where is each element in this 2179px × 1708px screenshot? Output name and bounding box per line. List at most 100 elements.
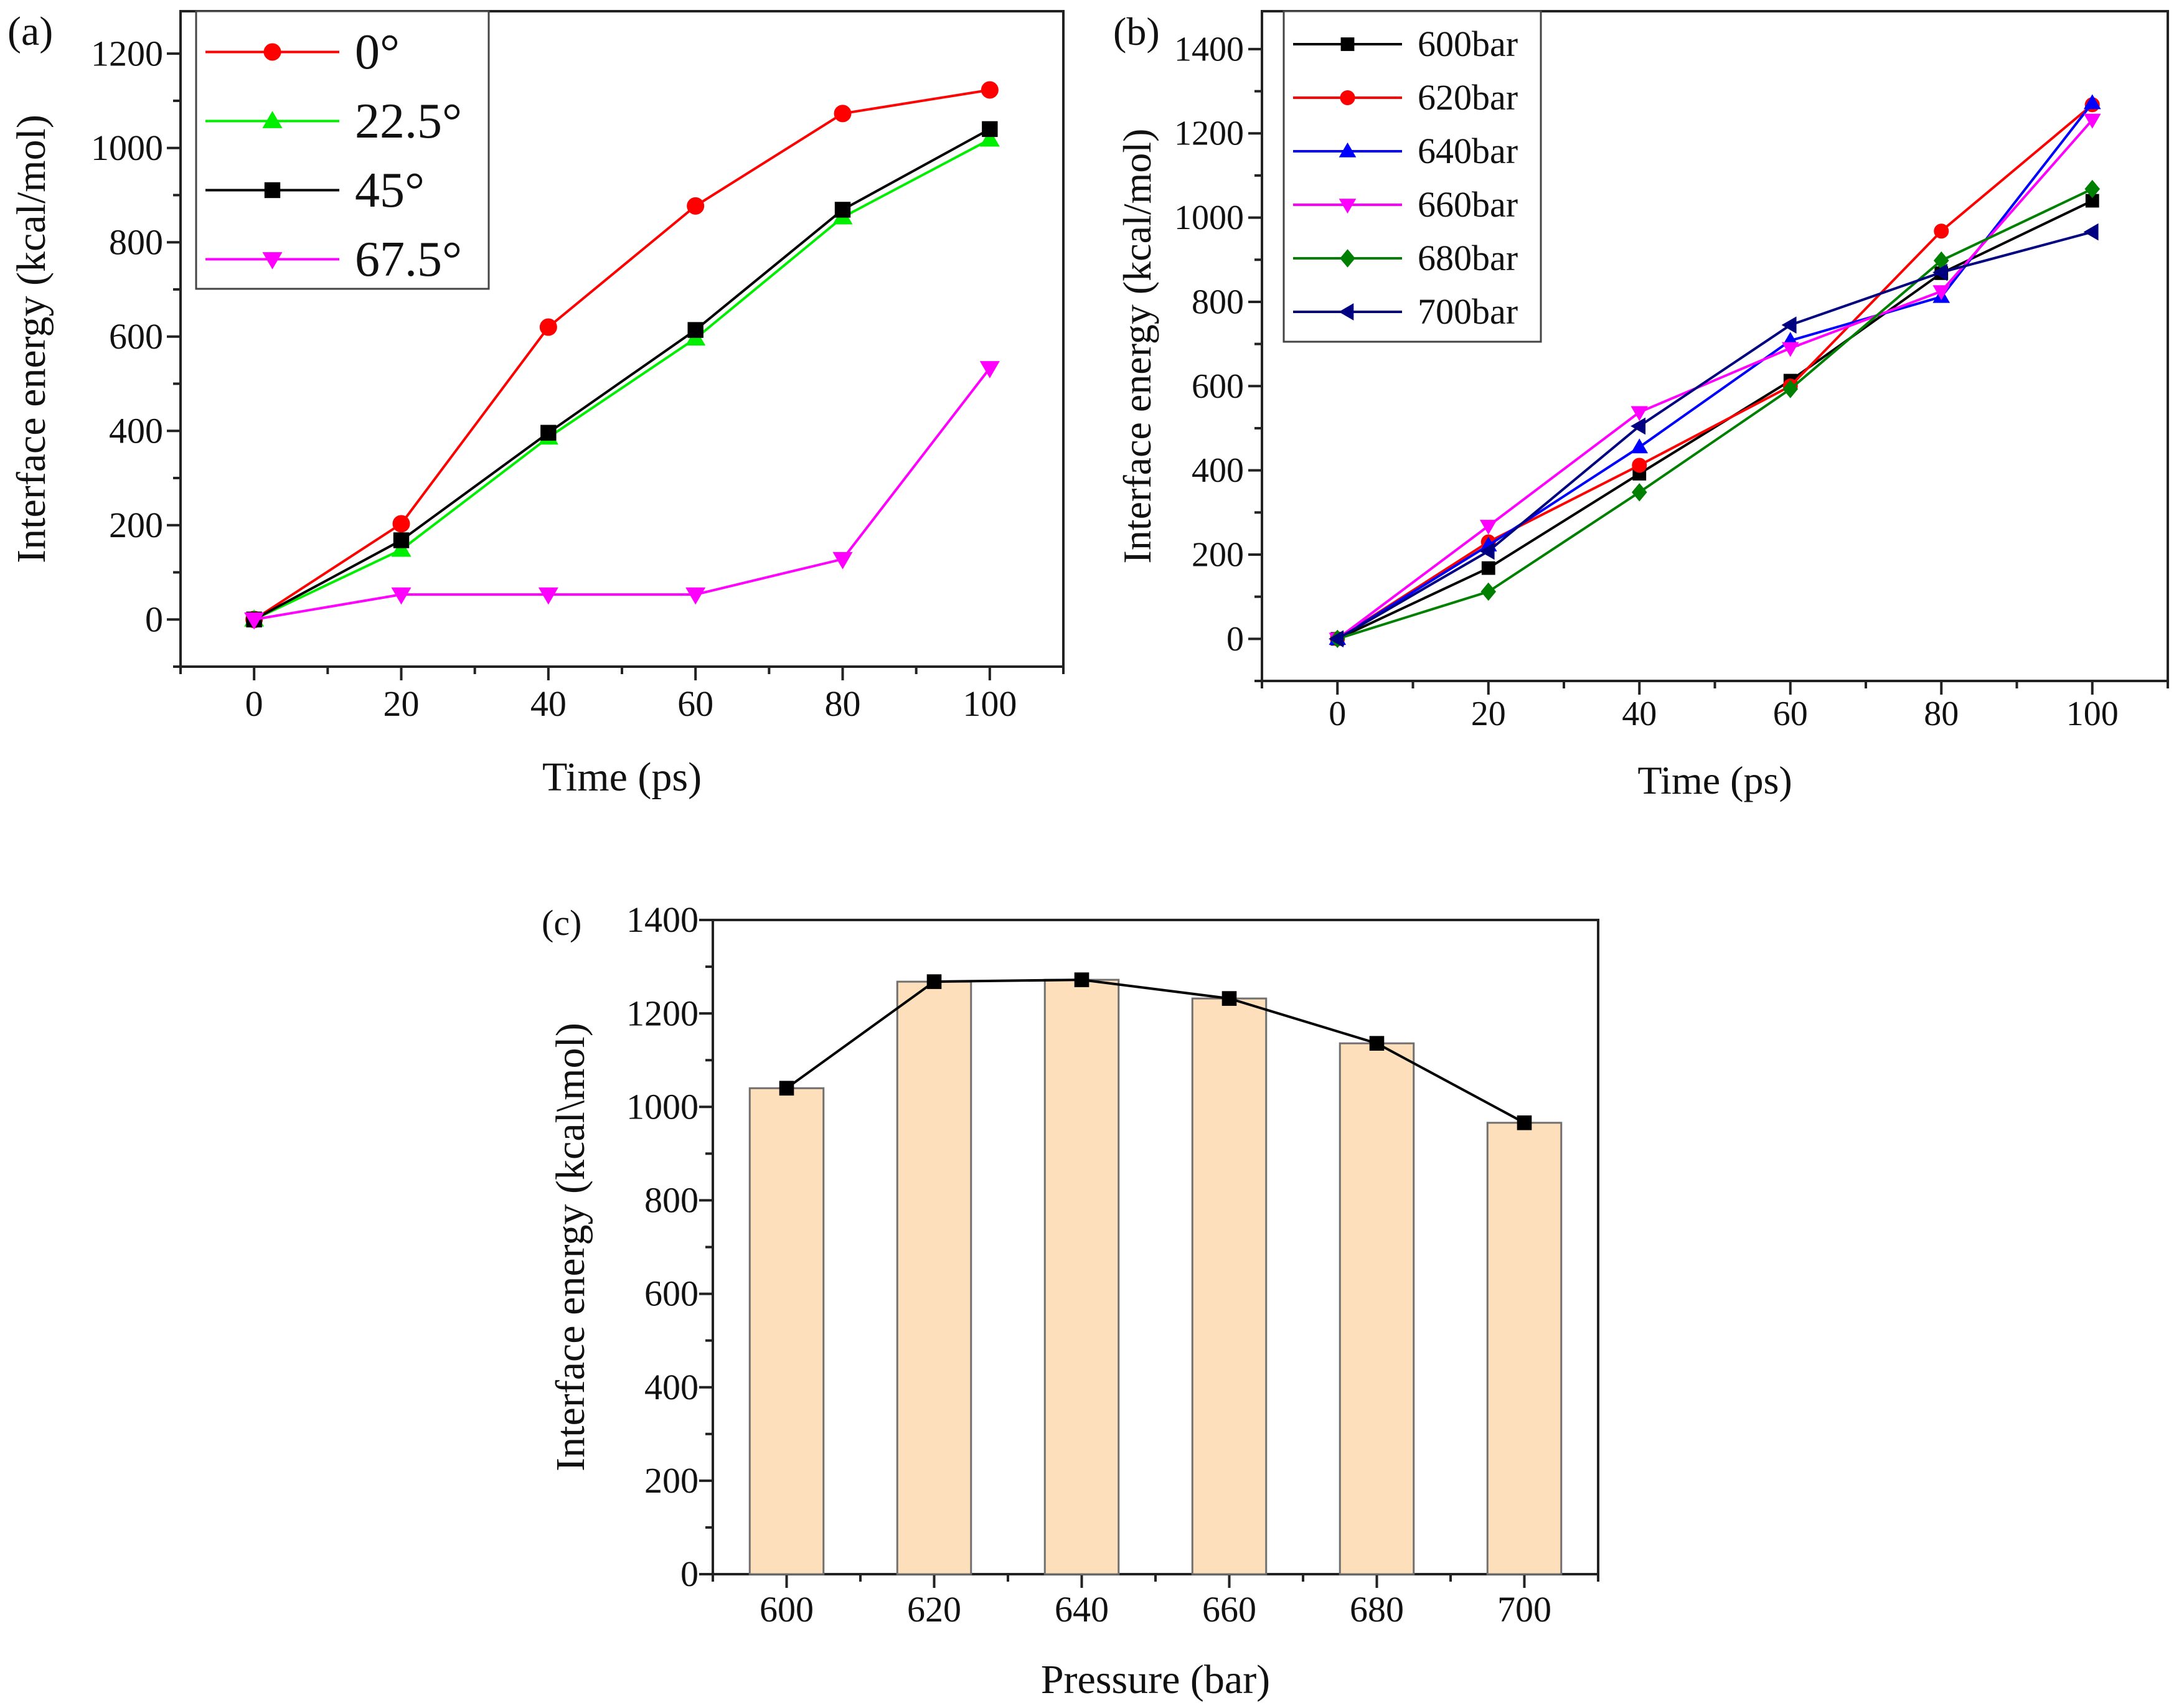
x-tick-label: 0 bbox=[1329, 695, 1346, 733]
data-point bbox=[1631, 406, 1649, 421]
data-point bbox=[1479, 520, 1497, 535]
y-tick-label: 1400 bbox=[626, 899, 699, 940]
legend-item: 22.5° bbox=[205, 94, 462, 149]
panel-a: 0 200 400 600 800 1000 1200 0 20 40 60 80 100 Time (p… bbox=[7, 9, 1065, 800]
legend-label: 660bar bbox=[1418, 184, 1518, 225]
legend-marker bbox=[1340, 90, 1355, 105]
data-point bbox=[540, 425, 557, 441]
bar bbox=[1339, 1042, 1415, 1575]
legend-marker bbox=[1339, 303, 1354, 321]
legend-label: 0° bbox=[355, 25, 400, 80]
legend-marker bbox=[1339, 199, 1357, 214]
data-point bbox=[1782, 380, 1799, 398]
legend-marker bbox=[263, 43, 281, 61]
y-tick-label: 1200 bbox=[626, 993, 699, 1033]
legend-label: 600bar bbox=[1418, 24, 1518, 64]
y-tick-label: 1200 bbox=[91, 33, 163, 73]
data-point bbox=[1479, 542, 1495, 560]
x-tick-label: 620 bbox=[907, 1589, 961, 1630]
y-tick-label: 800 bbox=[644, 1180, 699, 1221]
legend-label: 620bar bbox=[1418, 77, 1518, 118]
y-tick-label: 200 bbox=[109, 505, 163, 545]
y-tick-label: 400 bbox=[109, 410, 163, 451]
data-point bbox=[832, 551, 853, 570]
data-point bbox=[1631, 417, 1646, 435]
legend-box bbox=[1282, 10, 1542, 343]
data-point bbox=[392, 515, 410, 533]
data-point bbox=[979, 361, 1000, 378]
x-tick-label: 0 bbox=[245, 683, 263, 724]
panel-label: (b) bbox=[1113, 9, 1160, 54]
series-line bbox=[253, 138, 991, 621]
legend: 0° 22.5° 45° 67.5° bbox=[195, 10, 490, 290]
legend-item: 600bar bbox=[1293, 24, 1518, 64]
data-point bbox=[2083, 223, 2099, 241]
y-tick-label: 200 bbox=[1192, 535, 1244, 574]
data-point bbox=[687, 322, 704, 338]
data-point bbox=[834, 105, 852, 123]
series-line bbox=[1337, 230, 2093, 640]
data-point bbox=[685, 587, 706, 605]
data-point bbox=[1221, 991, 1237, 1006]
data-point bbox=[391, 587, 412, 605]
x-tick-label: 80 bbox=[1924, 695, 1959, 733]
legend-marker bbox=[1340, 37, 1355, 51]
series-67.5° bbox=[244, 361, 1000, 630]
data-point bbox=[926, 974, 942, 989]
legend-marker bbox=[262, 252, 283, 270]
data-point bbox=[391, 539, 412, 557]
legend-marker bbox=[264, 182, 281, 199]
legend-box bbox=[195, 10, 490, 290]
y-tick-label: 1000 bbox=[91, 128, 163, 168]
x-tick-label: 20 bbox=[384, 683, 420, 724]
x-tick-label: 600 bbox=[760, 1589, 814, 1630]
bar bbox=[896, 980, 972, 1575]
legend: 600bar 620bar 640bar 660bar 680bar 700bar bbox=[1282, 10, 1542, 343]
data-point bbox=[1631, 438, 1649, 454]
y-tick-label: 0 bbox=[680, 1554, 699, 1594]
bar bbox=[1486, 1122, 1563, 1575]
data-point bbox=[1480, 582, 1497, 601]
data-point bbox=[538, 587, 558, 605]
legend-item: 0° bbox=[205, 25, 400, 80]
x-tick-label: 680 bbox=[1350, 1589, 1404, 1630]
legend-item: 680bar bbox=[1293, 238, 1518, 278]
y-tick-label: 600 bbox=[644, 1274, 699, 1314]
y-axis-label: Interface energy (kcal/mol) bbox=[1115, 129, 1159, 564]
y-tick-label: 1400 bbox=[1174, 30, 1244, 68]
data-point bbox=[1932, 285, 1951, 301]
bar bbox=[1043, 978, 1120, 1575]
series-line bbox=[1337, 103, 2094, 640]
x-axis-label: Pressure (bar) bbox=[1041, 1657, 1270, 1702]
data-point bbox=[1934, 223, 1949, 239]
y-axis-label: Interface energy (kcal\mol) bbox=[548, 1023, 593, 1471]
legend-item: 660bar bbox=[1293, 184, 1518, 225]
x-tick-label: 700 bbox=[1497, 1589, 1551, 1630]
series-line bbox=[1337, 187, 2093, 640]
data-point bbox=[1932, 263, 1948, 281]
x-tick-label: 640 bbox=[1055, 1589, 1109, 1630]
x-axis-label: Time (ps) bbox=[542, 754, 702, 800]
legend-item: 67.5° bbox=[205, 232, 462, 287]
data-point bbox=[1631, 483, 1647, 502]
y-tick-label: 200 bbox=[644, 1460, 699, 1501]
y-tick-label: 600 bbox=[1192, 367, 1244, 406]
panel-label: (c) bbox=[542, 903, 581, 943]
legend-marker bbox=[262, 111, 283, 128]
data-point bbox=[1369, 1036, 1385, 1051]
x-tick-label: 40 bbox=[530, 683, 567, 724]
x-tick-label: 100 bbox=[962, 683, 1017, 724]
bar bbox=[1191, 997, 1268, 1575]
data-point bbox=[687, 197, 705, 215]
legend-label: 680bar bbox=[1418, 238, 1518, 278]
plot-frame bbox=[712, 919, 1599, 1575]
series-line bbox=[253, 128, 991, 621]
legend-item: 620bar bbox=[1293, 77, 1518, 118]
data-point bbox=[2083, 94, 2101, 110]
legend-label: 640bar bbox=[1418, 131, 1518, 171]
y-tick-label: 0 bbox=[1226, 620, 1244, 659]
x-tick-label: 40 bbox=[1622, 695, 1657, 733]
data-point bbox=[1517, 1115, 1532, 1130]
y-tick-label: 800 bbox=[1192, 283, 1244, 321]
